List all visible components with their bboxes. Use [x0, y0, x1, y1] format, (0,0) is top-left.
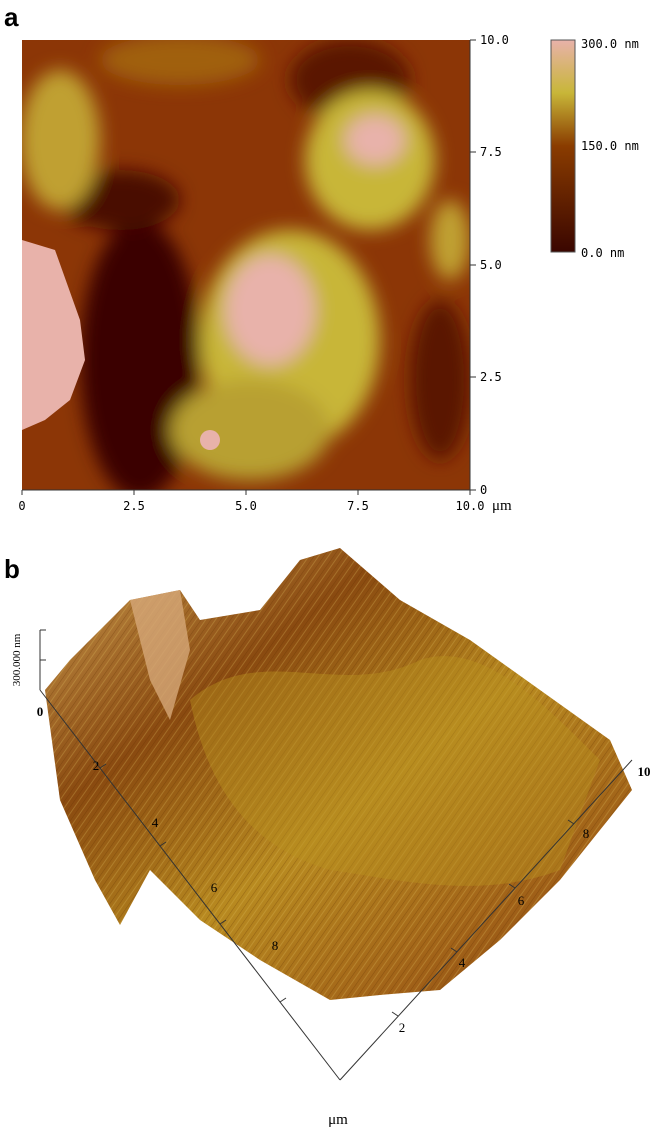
y-tick-label: 5.0: [480, 258, 502, 272]
y-tick-label: 10.0: [480, 33, 509, 47]
panel-label: b: [4, 554, 20, 584]
corner-label: 10: [638, 764, 651, 779]
corner-label: 0: [37, 704, 44, 719]
x-unit: μm: [492, 498, 512, 514]
right-axis-tick-label: 2: [399, 1020, 406, 1035]
figure: a 0 2.5 5.0 7.5 10.0 μm: [0, 0, 662, 1132]
afm-height-image: [20, 35, 470, 500]
x-tick-label: 0: [18, 499, 25, 513]
z-axis-label: 300.000 nm: [11, 633, 23, 686]
left-axis-tick-label: 8: [272, 938, 279, 953]
surface-3d: [45, 548, 632, 1000]
y-tick-label: 0: [480, 483, 487, 497]
left-axis-tick-label: 6: [211, 880, 218, 895]
colorbar: [551, 40, 575, 252]
x-tick-label: 7.5: [347, 499, 369, 513]
right-axis-tick-label: 4: [459, 955, 466, 970]
right-axis-tick-label: 8: [583, 826, 590, 841]
unit-label: μm: [328, 1112, 348, 1128]
colorbar-label: 300.0 nm: [581, 37, 639, 51]
y-axis: [470, 40, 476, 490]
x-tick-label: 2.5: [123, 499, 145, 513]
x-tick-label: 10.0: [456, 499, 485, 513]
left-axis-tick-label: 4: [152, 815, 159, 830]
right-axis-tick-label: 6: [518, 893, 525, 908]
left-axis-tick-label: 2: [93, 758, 100, 773]
y-tick-label: 2.5: [480, 370, 502, 384]
panel-label: a: [4, 2, 19, 32]
x-tick-label: 5.0: [235, 499, 257, 513]
colorbar-label: 150.0 nm: [581, 139, 639, 153]
x-axis: [22, 490, 470, 495]
colorbar-label: 0.0 nm: [581, 246, 624, 260]
y-tick-label: 7.5: [480, 145, 502, 159]
